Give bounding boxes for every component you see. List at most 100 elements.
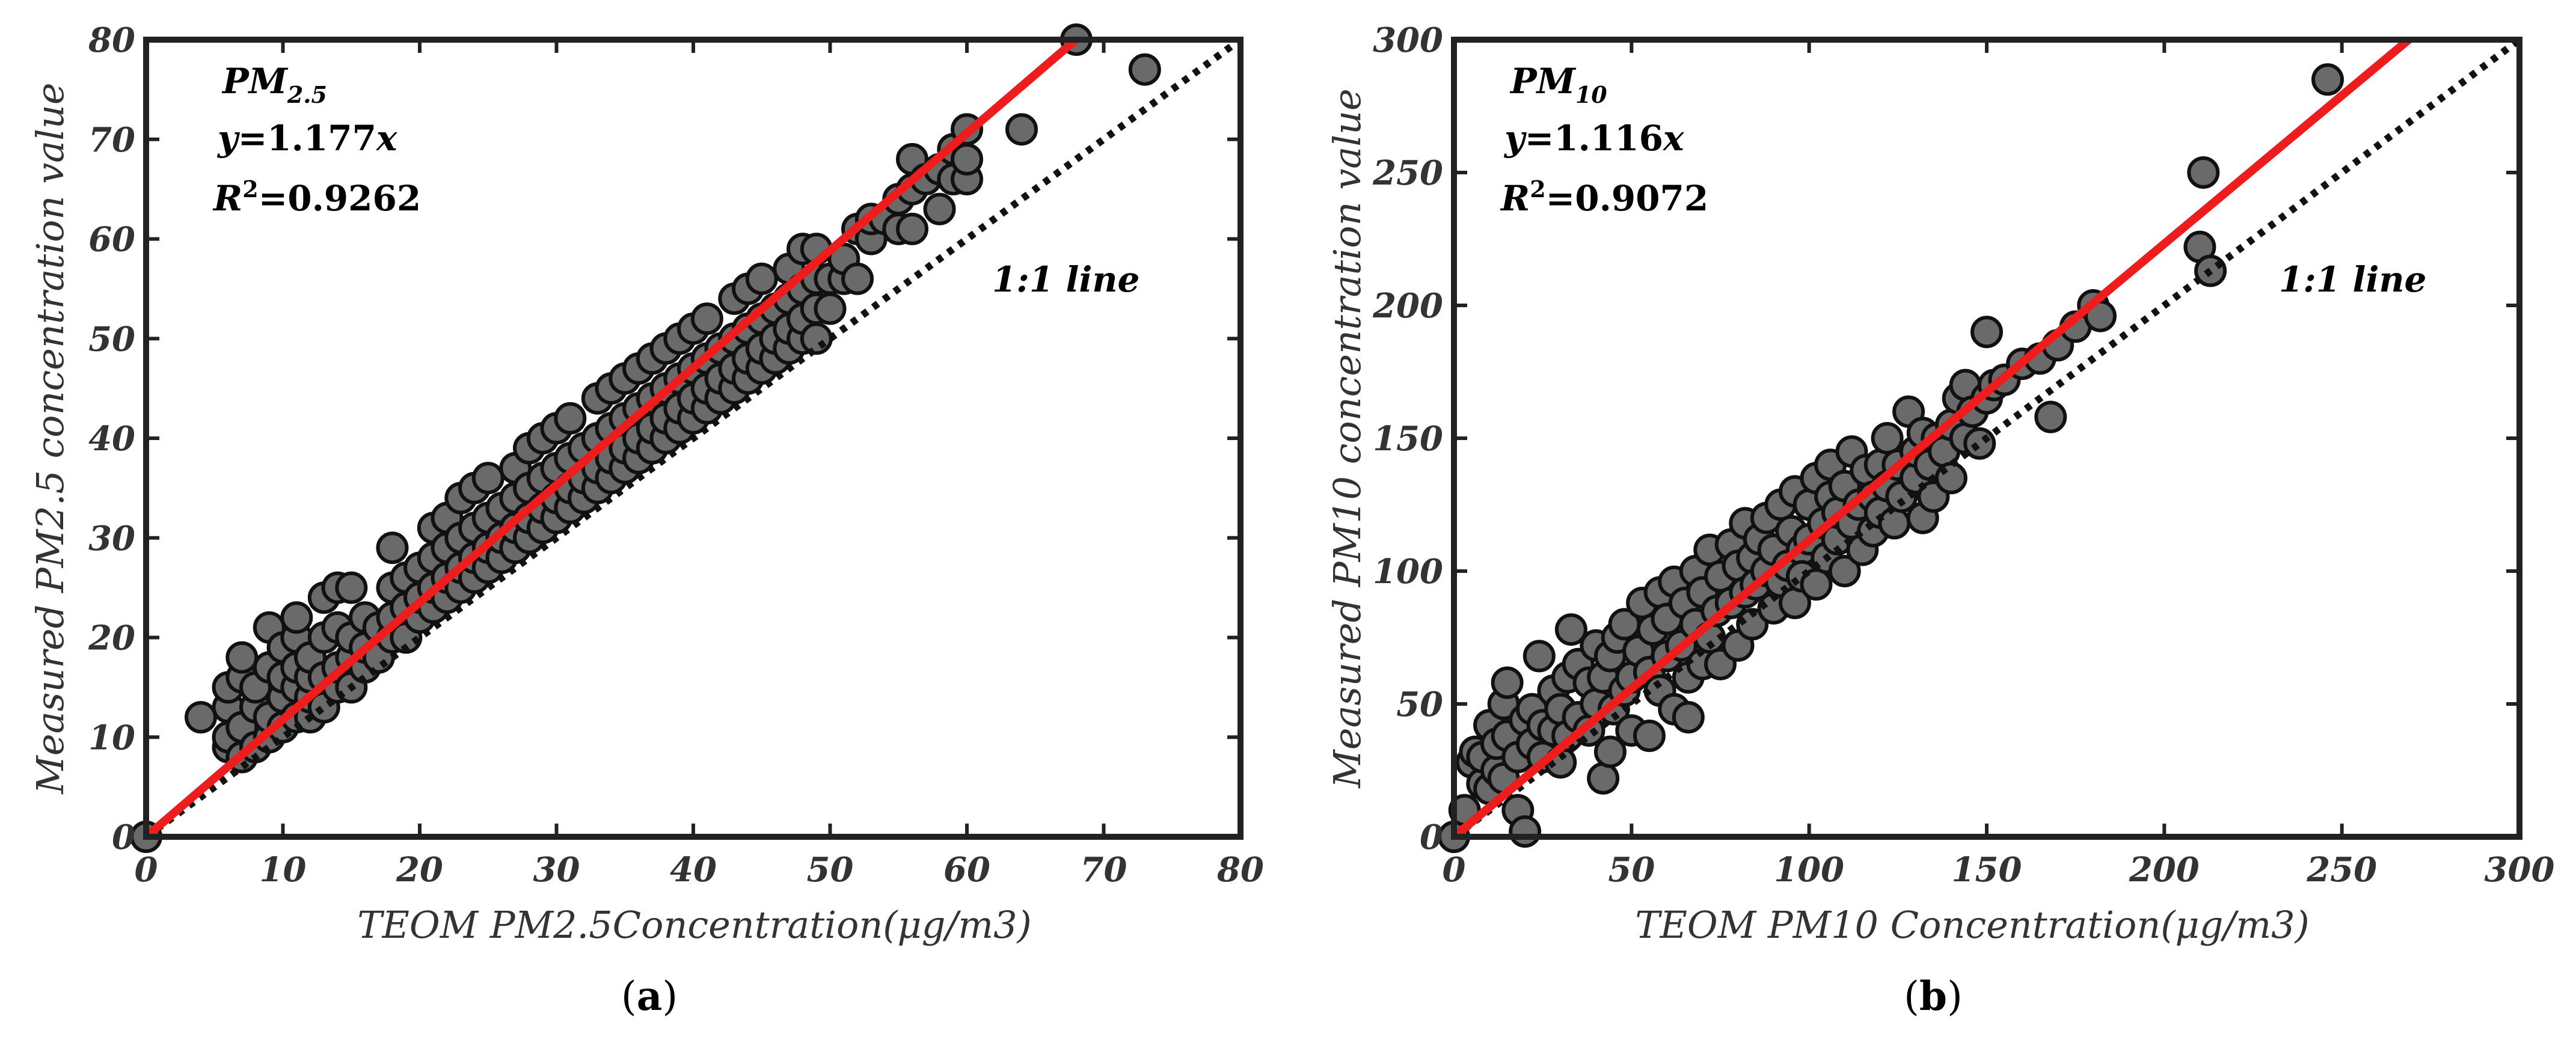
panel-a-ticks: 0 10 20 30 40 50 60 70 80 0 10 20 30 40 50 60 70 80: [88, 20, 1264, 890]
panel-b-pollutant-subscript: 10: [1575, 81, 1607, 108]
panel-b-y-tick-label-200: 200: [1372, 286, 1443, 326]
panel-a-y-tick-label-40: 40: [88, 419, 135, 459]
panel-b-label-open-paren: (: [1904, 973, 1919, 1020]
panel-b-y-tick-label-300: 300: [1373, 20, 1443, 60]
panel-b-point-16: [1509, 815, 1542, 848]
panel-a-y-tick-label-30: 30: [88, 519, 135, 558]
panel-a-y-tick-label-60: 60: [88, 220, 135, 260]
panel-a-one-to-one-line: [144, 37, 1243, 840]
panel-b-label-letter: b: [1919, 973, 1947, 1020]
panel-a-y-tick-label-70: 70: [88, 120, 135, 160]
panel-b-y-tick-label-100: 100: [1373, 552, 1443, 592]
panel-b-x-tick-label-200: 200: [2129, 850, 2200, 890]
panel-a-eq-y: y: [216, 118, 241, 159]
panel-b-point-38: [1593, 735, 1627, 768]
panel-a-point-76: [471, 462, 504, 495]
panel-a-fit-line: [143, 36, 1079, 840]
panel-a-y-axis-label: Measured PM2.5 concentration value: [28, 82, 72, 794]
panel-b-x-tick-label-300: 300: [2485, 850, 2555, 890]
panel-b-point-13: [1491, 666, 1524, 699]
panel-a-point-99: [554, 402, 587, 435]
panel-b-x-tick-label-0: 0: [1443, 850, 1466, 890]
panel-b-y-tick-label-150: 150: [1373, 419, 1443, 459]
panel-b-r2-r: R: [1500, 178, 1530, 219]
panel-a-y-tick-label-50: 50: [88, 319, 135, 359]
panel-a-y-tick-label-0: 0: [112, 818, 135, 857]
panel-a-point-169: [814, 292, 847, 325]
panel-b-r2-superscript: 2: [1530, 176, 1545, 203]
panel-a-point-189: [951, 142, 983, 176]
panel-b-pollutant-main: PM: [1509, 61, 1577, 102]
panel-a-y-tick-label-80: 80: [88, 20, 135, 60]
panel-b-point-114: [1871, 422, 1904, 454]
panel-a-r-squared: R2=0.9262: [212, 176, 421, 219]
panel-b-y-axis-label: Measured PM10 concentration value: [1325, 88, 1369, 788]
panel-a-x-tick-label-80: 80: [1216, 850, 1264, 890]
panel-b-label: (b): [1904, 973, 1963, 1020]
panel-a-pm25: 0 10 20 30 40 50 60 70 80 0 10 20 30 40 50 60 70 80 Measu…: [28, 20, 1264, 1020]
panel-a-one-to-one-label: 1:1 line: [992, 259, 1139, 300]
panel-b-fit-equation: y=1.116x: [1503, 118, 1685, 159]
panel-a-y-tick-label-20: 20: [88, 619, 135, 658]
panel-a-label: (a): [621, 973, 678, 1020]
panel-b-point-20: [1523, 640, 1556, 673]
panel-a-pollutant-main: PM: [221, 61, 289, 102]
panel-a-pollutant-label: PM2.5: [221, 61, 327, 108]
panel-a-point-41: [335, 571, 368, 604]
panel-a-x-tick-label-50: 50: [807, 850, 854, 890]
panel-b-x-tick-label-50: 50: [1608, 850, 1655, 890]
panel-b-one-to-one-label: 1:1 line: [2279, 259, 2426, 300]
panel-a-x-tick-label-0: 0: [135, 850, 158, 890]
panel-a-x-axis-label: TEOM PM2.5Concentration(μg/m3): [357, 903, 1031, 947]
panel-b-point-48: [1633, 720, 1666, 752]
panel-a-label-close-paren: ): [662, 973, 678, 1020]
panel-a-points: [130, 23, 1161, 853]
panel-a-point-1: [185, 701, 217, 734]
panel-b-point-59: [1672, 701, 1705, 734]
panel-a-point-180: [896, 212, 928, 245]
panel-a-x-tick-label-20: 20: [396, 850, 443, 890]
panel-a-r2-superscript: 2: [242, 176, 258, 203]
panel-b-point-140: [2034, 400, 2067, 433]
panel-b-x-tick-label-150: 150: [1952, 850, 2022, 890]
panel-a-point-191: [1005, 113, 1038, 146]
panel-a-x-tick-label-10: 10: [260, 850, 307, 890]
panel-b-pm10: 0 50 100 150 200 250 300 0 50 100 150 200 250 300 Mea…: [1325, 20, 2554, 1020]
panel-b-y-tick-label-50: 50: [1396, 685, 1443, 724]
panel-b-point-102: [1828, 555, 1861, 587]
panel-b-r2-value: =0.9072: [1546, 178, 1709, 219]
panel-b-x-tick-label-250: 250: [2306, 850, 2377, 890]
panel-a-x-tick-label-30: 30: [533, 850, 580, 890]
panel-b-point-133: [1963, 427, 1996, 460]
panel-a-point-153: [745, 262, 778, 295]
panel-a-point-25: [280, 601, 313, 634]
panel-a-y-tick-label-10: 10: [88, 718, 135, 757]
panel-b-label-close-paren: ): [1947, 973, 1963, 1020]
panel-b-point-148: [2311, 63, 2344, 96]
panel-a-point-138: [690, 302, 723, 335]
panel-a-r2-value: =0.9262: [259, 178, 422, 219]
panel-b-x-axis-label: TEOM PM10 Concentration(μg/m3): [1635, 903, 2309, 947]
panel-a-r2-r: R: [212, 178, 242, 219]
panel-b-fit-line: [1451, 36, 2412, 840]
panel-a-x-tick-label-60: 60: [943, 850, 990, 890]
panel-b-one-to-one-line: [1452, 37, 2522, 840]
panel-a-label-open-paren: (: [621, 973, 637, 1020]
panel-b-pollutant-label: PM10: [1509, 61, 1607, 108]
panel-b-y-tick-label-0: 0: [1420, 818, 1443, 857]
panel-b-x-tick-label-100: 100: [1774, 850, 1844, 890]
panel-b-point-115: [1878, 507, 1911, 540]
panel-a-point-9: [225, 641, 259, 674]
panel-a-label-letter: a: [637, 973, 663, 1020]
panel-a-eq-coef: =1.177: [238, 118, 376, 159]
panel-a-point-184: [923, 192, 956, 225]
panel-b-ticks: 0 50 100 150 200 250 300 0 50 100 150 200 250 300: [1372, 20, 2554, 890]
panel-b-eq-y: y: [1503, 118, 1527, 159]
panel-b-point-146: [2187, 156, 2220, 189]
panel-b-r-squared: R2=0.9072: [1500, 176, 1708, 219]
panel-b-y-tick-label-250: 250: [1372, 153, 1443, 193]
panel-b-point-134: [1970, 316, 2003, 349]
panel-a-point-50: [376, 531, 409, 564]
panel-b-eq-coef: =1.116: [1525, 118, 1663, 159]
